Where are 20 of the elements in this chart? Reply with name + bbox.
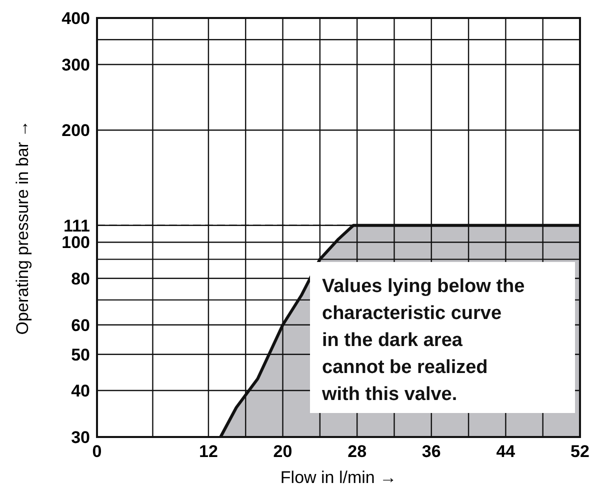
x-tick-label: 44 — [496, 442, 516, 461]
y-tick-label: 300 — [62, 56, 90, 75]
y-tick-label: 40 — [71, 381, 90, 400]
y-tick-label: 30 — [71, 428, 90, 447]
y-tick-label: 111 — [64, 216, 90, 236]
y-tick-label: 100 — [62, 233, 90, 252]
y-tick-label: 80 — [71, 269, 90, 288]
y-axis-title: Operating pressure in bar → — [13, 120, 32, 335]
y-tick-label: 200 — [62, 121, 90, 140]
x-tick-label: 20 — [273, 442, 292, 461]
x-tick-label: 0 — [92, 442, 102, 461]
x-tick-label: 36 — [422, 442, 441, 461]
x-tick-label: 12 — [199, 442, 218, 461]
y-tick-label: 60 — [71, 316, 90, 335]
y-tick-label: 400 — [62, 9, 90, 28]
x-axis-title: Flow in l/min → — [280, 468, 397, 487]
x-tick-label: 28 — [348, 442, 367, 461]
y-tick-label: 50 — [71, 345, 90, 364]
x-tick-label: 52 — [570, 442, 590, 461]
annotation: Values lying below the characteristic curve in the dark area cannot be realized with this valve. — [321, 276, 525, 405]
